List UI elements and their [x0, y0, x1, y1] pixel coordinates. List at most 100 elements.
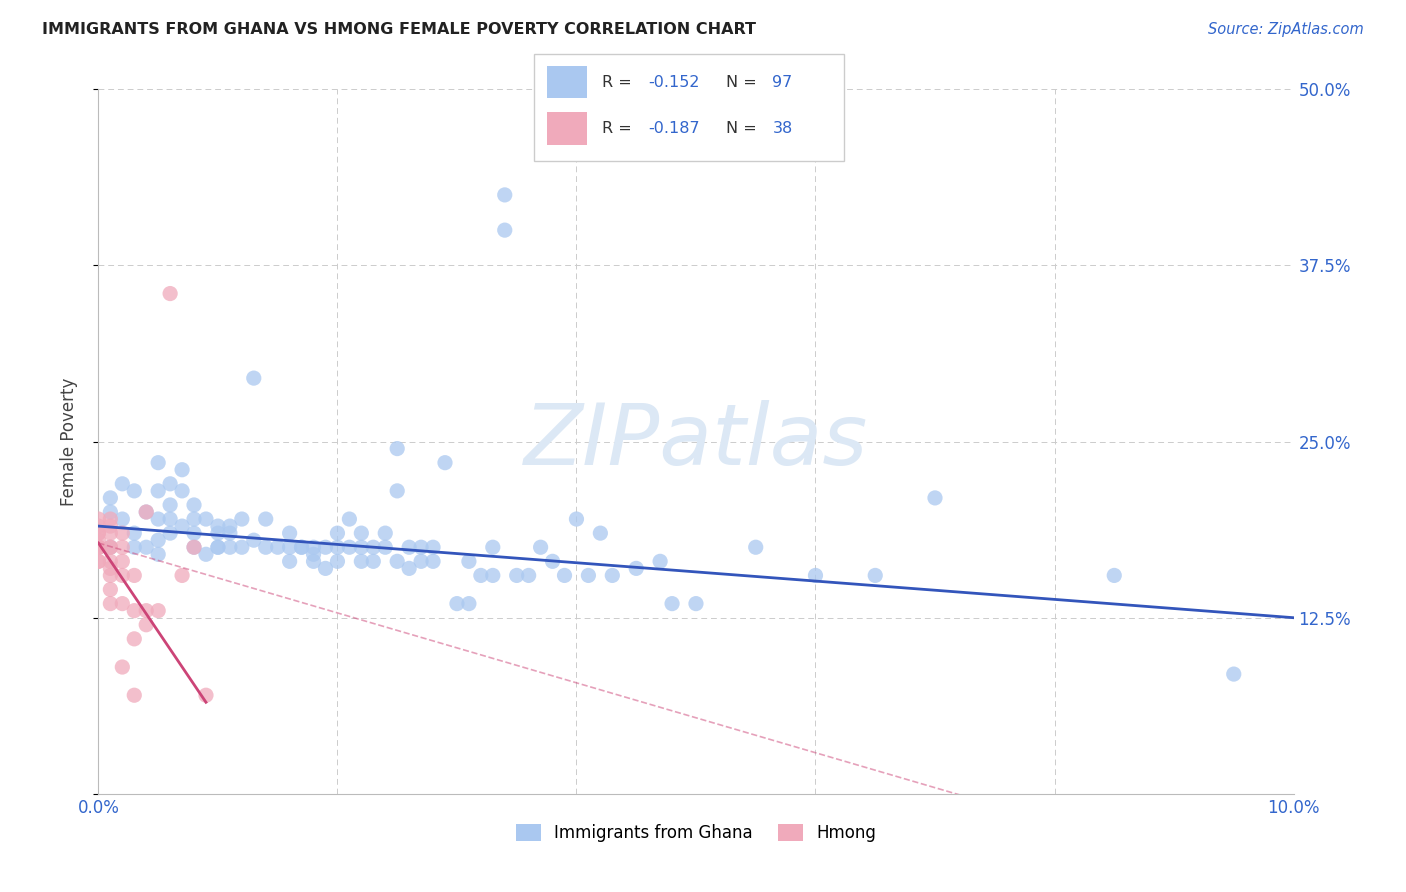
Point: [172, 568, 194, 582]
Bar: [547, 66, 586, 98]
Point: [87, 519, 110, 533]
Point: [87, 533, 110, 548]
Point: [422, 554, 444, 568]
Point: [98, 597, 122, 611]
Point: [278, 526, 301, 541]
Point: [494, 223, 516, 237]
Point: [315, 561, 337, 575]
Point: [398, 561, 420, 575]
Point: [302, 547, 325, 561]
Point: [111, 660, 134, 674]
Point: [385, 483, 409, 498]
Point: [172, 483, 194, 498]
Point: [267, 541, 290, 555]
Point: [159, 476, 181, 491]
Point: [124, 541, 146, 555]
Point: [148, 547, 170, 561]
Point: [458, 554, 481, 568]
Text: -0.187: -0.187: [648, 121, 700, 136]
Point: [172, 463, 194, 477]
Point: [482, 541, 505, 555]
Point: [195, 547, 218, 561]
Point: [865, 568, 887, 582]
Text: R =: R =: [602, 121, 637, 136]
Text: -0.152: -0.152: [648, 75, 700, 90]
Point: [458, 597, 481, 611]
Point: [411, 541, 433, 555]
Point: [124, 568, 146, 582]
Point: [482, 568, 505, 582]
FancyBboxPatch shape: [534, 54, 844, 161]
Point: [685, 597, 707, 611]
Point: [494, 187, 516, 202]
Point: [87, 526, 110, 541]
Point: [195, 512, 218, 526]
Point: [650, 554, 672, 568]
Point: [148, 483, 170, 498]
Point: [231, 512, 253, 526]
Point: [350, 554, 373, 568]
Point: [517, 568, 540, 582]
Point: [302, 554, 325, 568]
Point: [124, 483, 146, 498]
Point: [98, 519, 122, 533]
Point: [243, 533, 266, 548]
Point: [124, 632, 146, 646]
Point: [446, 597, 468, 611]
Point: [87, 554, 110, 568]
Point: [363, 554, 385, 568]
Y-axis label: Female Poverty: Female Poverty: [59, 377, 77, 506]
Point: [578, 568, 600, 582]
Point: [87, 526, 110, 541]
Point: [87, 512, 110, 526]
Point: [506, 568, 529, 582]
Point: [326, 554, 349, 568]
Point: [254, 541, 277, 555]
Point: [98, 491, 122, 505]
Point: [745, 541, 768, 555]
Point: [98, 561, 122, 575]
Point: [98, 582, 122, 597]
Point: [231, 541, 253, 555]
Point: [385, 442, 409, 456]
Point: [434, 456, 457, 470]
Point: [159, 498, 181, 512]
Point: [183, 541, 205, 555]
Point: [374, 526, 396, 541]
Point: [87, 541, 110, 555]
Point: [661, 597, 683, 611]
Point: [111, 512, 134, 526]
Point: [195, 688, 218, 702]
Point: [135, 541, 157, 555]
Text: N =: N =: [725, 75, 762, 90]
Point: [98, 541, 122, 555]
Text: IMMIGRANTS FROM GHANA VS HMONG FEMALE POVERTY CORRELATION CHART: IMMIGRANTS FROM GHANA VS HMONG FEMALE PO…: [42, 22, 756, 37]
Point: [219, 526, 242, 541]
Point: [385, 554, 409, 568]
Point: [278, 541, 301, 555]
Point: [315, 541, 337, 555]
Point: [111, 541, 134, 555]
Point: [554, 568, 576, 582]
Point: [98, 554, 122, 568]
Point: [350, 541, 373, 555]
Point: [135, 505, 157, 519]
Point: [339, 512, 361, 526]
Point: [804, 568, 827, 582]
Point: [111, 476, 134, 491]
Point: [626, 561, 648, 575]
Point: [135, 505, 157, 519]
Point: [254, 512, 277, 526]
Point: [111, 554, 134, 568]
Point: [87, 541, 110, 555]
Point: [219, 541, 242, 555]
Point: [589, 526, 612, 541]
Point: [148, 604, 170, 618]
Point: [148, 512, 170, 526]
Point: [339, 541, 361, 555]
Point: [183, 512, 205, 526]
Point: [98, 541, 122, 555]
Point: [159, 512, 181, 526]
Point: [602, 568, 624, 582]
Point: [124, 604, 146, 618]
